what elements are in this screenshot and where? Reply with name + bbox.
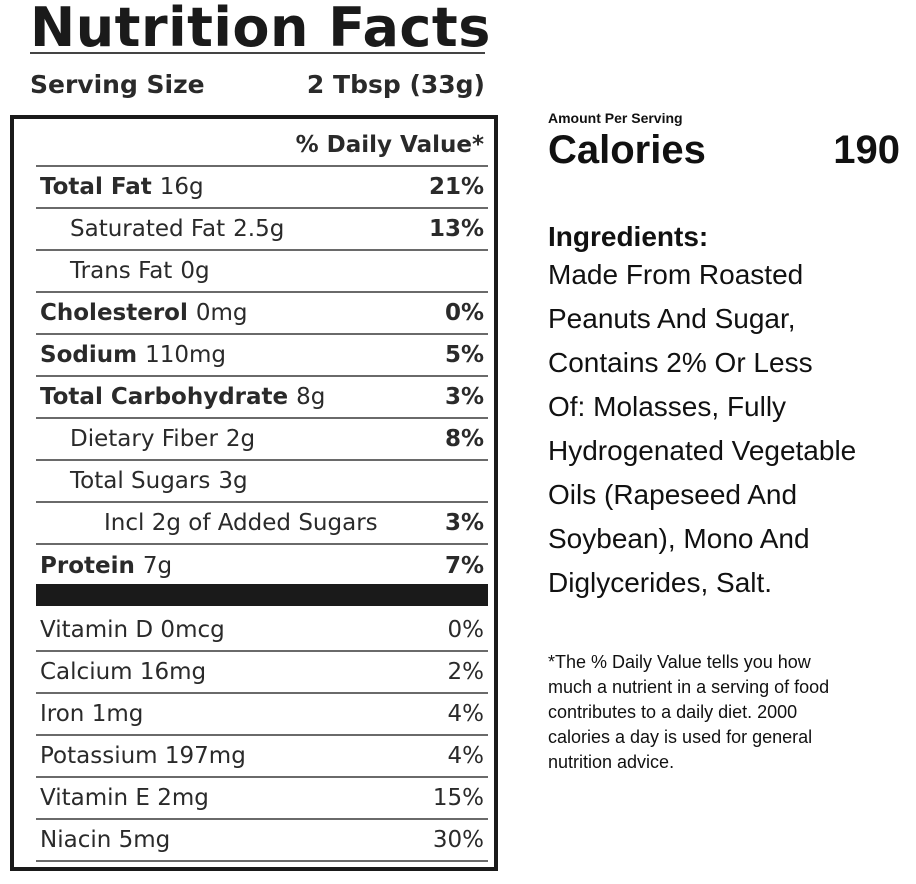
nutrient-amount: 8g	[296, 384, 326, 410]
nutrient-name: Saturated Fat	[70, 216, 226, 242]
vitamin-row-niacin: Niacin 5mg 30%	[36, 820, 488, 862]
footnote-line: contributes to a daily diet. 2000	[548, 702, 798, 722]
nutrient-amount: 3g	[218, 468, 248, 494]
vitamin-row-vitamin-d: Vitamin D 0mcg 0%	[36, 610, 488, 652]
nutrient-amount: 7g	[142, 553, 173, 579]
footnote-line: calories a day is used for general	[548, 727, 813, 747]
nutrient-name: Total Carbohydrate	[40, 384, 289, 410]
ingredients-line: Made From Roasted	[548, 259, 804, 290]
nutrient-name: Trans Fat	[70, 258, 173, 284]
ingredients-line: Contains 2% Or Less	[548, 347, 813, 378]
ingredients-line: Soybean), Mono And	[548, 523, 810, 554]
nutrient-row-sodium: Sodium 110mg 5%	[36, 335, 488, 377]
nutrient-amount: 110mg	[145, 342, 226, 368]
nutrient-dv: 3%	[444, 510, 484, 536]
vitamin-dv: 0%	[447, 617, 485, 643]
daily-value-header-row: % Daily Value*	[36, 125, 488, 167]
nutrient-row-total-carbohydrate: Total Carbohydrate 8g 3%	[36, 377, 488, 419]
calories-row: Calories 190	[548, 128, 900, 173]
serving-size-value: 2 Tbsp (33g)	[306, 70, 485, 99]
calories-value: 190	[833, 128, 900, 172]
title-divider	[30, 52, 485, 54]
nutrition-facts-title: Nutrition Facts	[30, 0, 491, 59]
nutrient-amount: 0mg	[195, 300, 248, 326]
thick-divider	[36, 584, 488, 606]
ingredients-line: Of: Molasses, Fully	[548, 391, 787, 422]
nutrient-amount: 2g	[225, 426, 256, 452]
amount-per-serving-label: Amount Per Serving	[548, 110, 683, 126]
nutrient-dv: 13%	[428, 216, 484, 242]
nutrient-dv: 5%	[444, 342, 484, 368]
vitamin-dv: 30%	[432, 827, 484, 853]
vitamin-dv: 4%	[447, 743, 485, 769]
nutrient-row-total-fat: Total Fat 16g 21%	[36, 167, 488, 209]
vitamin-name: Iron 1mg	[40, 701, 144, 727]
footnote-line: much a nutrient in a serving of food	[548, 677, 830, 697]
ingredients-line: Hydrogenated Vegetable	[548, 435, 857, 466]
vitamin-row-calcium: Calcium 16mg 2%	[36, 652, 488, 694]
nutrient-row-added-sugars: Incl 2g of Added Sugars 3%	[36, 503, 488, 545]
vitamin-row-potassium: Potassium 197mg 4%	[36, 736, 488, 778]
nutrient-dv: 21%	[428, 174, 484, 200]
nutrient-name: Total Fat	[40, 174, 152, 200]
nutrient-dv: 0%	[444, 300, 484, 326]
nutrient-row-total-sugars: Total Sugars 3g	[36, 461, 488, 503]
nutrient-row-cholesterol: Cholesterol 0mg 0%	[36, 293, 488, 335]
nutrient-row-dietary-fiber: Dietary Fiber 2g 8%	[36, 419, 488, 461]
nutrient-name: Dietary Fiber	[70, 426, 218, 452]
nutrient-row-trans-fat: Trans Fat 0g	[36, 251, 488, 293]
vitamin-name: Niacin 5mg	[40, 827, 171, 853]
calories-label: Calories	[548, 128, 706, 172]
nutrient-name: Sodium	[40, 342, 138, 368]
nutrient-name: Total Sugars	[70, 468, 211, 494]
footnote-line: nutrition advice.	[548, 752, 675, 772]
nutrient-amount: 16g	[159, 174, 204, 200]
vitamin-dv: 4%	[447, 701, 485, 727]
serving-size-label: Serving Size	[30, 70, 205, 99]
nutrient-row-saturated-fat: Saturated Fat 2.5g 13%	[36, 209, 488, 251]
nutrient-amount: 2.5g	[233, 216, 285, 242]
nutrient-name: Incl 2g of Added Sugars	[104, 510, 378, 536]
nutrient-name: Cholesterol	[40, 300, 188, 326]
vitamin-name: Potassium 197mg	[40, 743, 246, 769]
nutrient-amount: 0g	[180, 258, 210, 284]
vitamin-name: Vitamin E 2mg	[40, 785, 209, 811]
ingredients-line: Peanuts And Sugar,	[548, 303, 796, 334]
calories-ingredients-column: Amount Per Serving Calories 190 Ingredie…	[548, 110, 908, 605]
vitamin-row-vitamin-e: Vitamin E 2mg 15%	[36, 778, 488, 820]
ingredients-text: Made From Roasted Peanuts And Sugar, Con…	[548, 253, 908, 605]
footnote-line: *The % Daily Value tells you how	[548, 652, 811, 672]
vitamin-row-iron: Iron 1mg 4%	[36, 694, 488, 736]
daily-value-header: % Daily Value*	[295, 132, 484, 158]
nutrient-dv: 7%	[444, 553, 484, 579]
ingredients-title: Ingredients:	[548, 221, 709, 252]
nutrition-panel: % Daily Value* Total Fat 16g 21% Saturate…	[10, 115, 498, 871]
nutrient-dv: 3%	[444, 384, 484, 410]
nutrient-row-protein: Protein 7g 7%	[36, 545, 488, 587]
vitamin-name: Calcium 16mg	[40, 659, 207, 685]
nutrient-dv: 8%	[444, 426, 484, 452]
vitamin-dv: 15%	[432, 785, 484, 811]
nutrient-name: Protein	[40, 553, 135, 579]
serving-size-row: Serving Size 2 Tbsp (33g)	[30, 70, 485, 99]
daily-value-footnote: *The % Daily Value tells you how much a …	[548, 650, 908, 775]
vitamin-name: Vitamin D 0mcg	[40, 617, 225, 643]
ingredients-line: Oils (Rapeseed And	[548, 479, 798, 510]
ingredients-line: Diglycerides, Salt.	[548, 567, 773, 598]
vitamin-dv: 2%	[447, 659, 485, 685]
